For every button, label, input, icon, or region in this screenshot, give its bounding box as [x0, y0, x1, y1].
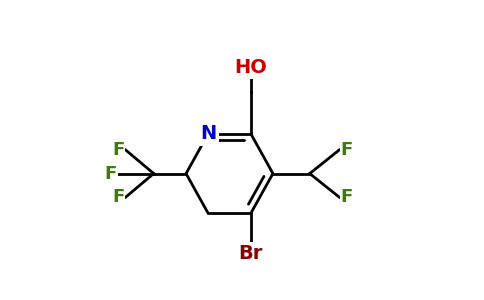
Text: F: F: [340, 188, 353, 206]
Text: N: N: [200, 124, 216, 143]
Text: F: F: [105, 165, 117, 183]
Text: F: F: [112, 141, 124, 159]
Text: F: F: [112, 188, 124, 206]
Text: Br: Br: [239, 244, 263, 262]
Text: HO: HO: [234, 58, 267, 77]
Text: F: F: [340, 141, 353, 159]
